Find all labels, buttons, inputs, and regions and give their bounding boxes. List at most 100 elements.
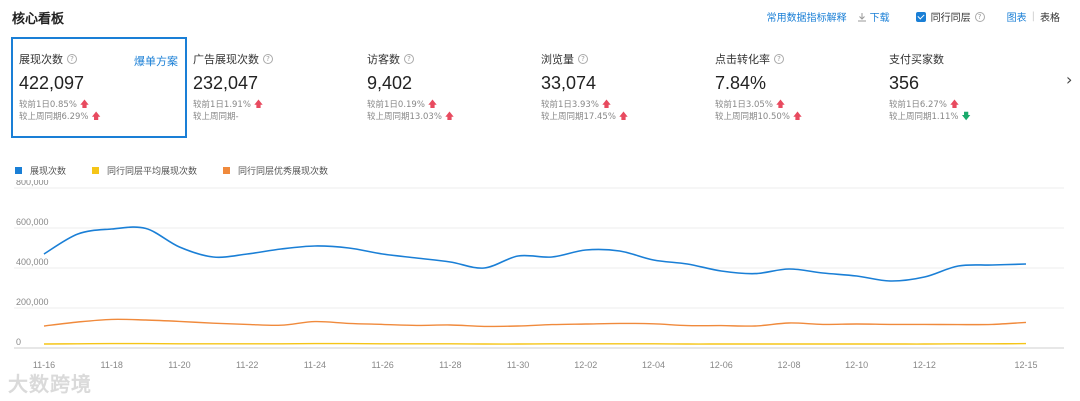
metric-card-impressions[interactable]: 展现次数? 爆单方案 422,097 较前1日0.85% 🡅 较上周同期6.29%… [11,37,187,138]
card-value: 33,074 [541,73,597,93]
card-value: 356 [889,73,920,93]
metric-cards: 展现次数? 爆单方案 422,097 较前1日0.85% 🡅 较上周同期6.29%… [11,37,1061,138]
x-tick-label: 11-20 [168,360,190,370]
legend-item[interactable]: 展现次数 [15,164,66,177]
card-label-text: 广告展现次数 [193,53,259,66]
compare-week: 较上周同期13.03% [367,112,442,122]
y-tick-label: 400,000 [16,257,49,267]
card-label: 展现次数? [19,51,185,67]
card-compare: 较前1日0.19% 🡅 较上周同期13.03% 🡅 [367,99,535,123]
x-tick-label: 12-10 [845,360,868,370]
compare-week: 较上周同期- [193,112,239,122]
arrow-up-icon: 🡅 [444,112,455,122]
card-label: 支付买家数 [889,51,1057,67]
help-icon[interactable]: ? [974,11,985,22]
peer-checkbox-label: 同行同层 [930,13,971,24]
y-tick-label: 0 [16,337,21,347]
y-tick-label: 800,000 [16,180,49,187]
x-tick-label: 11-16 [33,360,55,370]
y-tick-label: 200,000 [16,297,49,307]
card-compare: 较前1日6.27% 🡅 较上周同期1.11% 🡇 [889,99,1057,123]
view-toggle: 图表 | 表格 [1007,9,1060,24]
arrow-up-icon: 🡅 [618,112,629,122]
arrow-up-icon: 🡅 [91,112,101,122]
arrow-up-icon: 🡅 [775,100,786,110]
x-tick-label: 11-26 [371,360,393,370]
help-icon[interactable]: ? [404,54,414,64]
compare-week: 较上周同期6.29% [19,112,89,122]
card-value: 422,097 [19,73,85,93]
card-label-text: 访客数 [367,53,400,66]
x-tick-label: 11-24 [304,360,326,370]
y-tick-label: 600,000 [16,217,49,227]
legend-label: 同行同层优秀展现次数 [238,167,329,177]
card-compare: 较前1日3.05% 🡅 较上周同期10.50% 🡅 [715,99,883,123]
card-value: 9,402 [367,73,413,93]
help-icon[interactable]: ? [578,54,588,64]
card-label: 广告展现次数? [193,51,361,67]
legend-item[interactable]: 同行同层优秀展现次数 [223,164,328,177]
arrow-up-icon: 🡅 [792,112,803,122]
card-compare: 较前1日1.91% 🡅 较上周同期- [193,99,361,123]
help-icon[interactable]: ? [67,54,77,64]
arrow-down-icon: 🡇 [961,112,971,122]
watermark-logo: 大数跨境 [8,372,92,396]
series-line-2 [43,318,1027,328]
metric-card-visitors[interactable]: 访客数? 9,402 较前1日0.19% 🡅 较上周同期13.03% 🡅 [359,37,535,138]
card-label: 浏览量? [541,51,709,67]
divider: | [1031,11,1035,22]
page-title: 核心看板 [12,12,65,27]
x-tick-label: 11-28 [439,360,461,370]
peer-checkbox[interactable]: 同行同层 ? [915,9,985,24]
card-compare: 较前1日0.85% 🡅 较上周同期6.29% 🡅 [19,99,185,123]
chevron-right-icon[interactable]: › [1066,70,1073,89]
card-label-text: 点击转化率 [715,53,770,66]
metric-card-ad-impressions[interactable]: 广告展现次数? 232,047 较前1日1.91% 🡅 较上周同期- [185,37,361,138]
legend-item[interactable]: 同行同层平均展现次数 [92,164,197,177]
arrow-up-icon: 🡅 [601,100,612,110]
legend-swatch [15,167,22,174]
download-button[interactable]: 下载 [857,9,890,24]
compare-day: 较前1日3.93% [541,100,599,110]
view-table-button[interactable]: 表格 [1040,13,1060,24]
card-compare: 较前1日3.93% 🡅 较上周同期17.45% 🡅 [541,99,709,123]
download-label: 下载 [869,13,890,24]
boost-plan-link[interactable]: 爆单方案 [134,55,178,68]
compare-day: 较前1日3.05% [715,100,773,110]
view-chart-button[interactable]: 图表 [1006,13,1027,24]
legend-swatch [223,167,231,174]
compare-day: 较前1日1.91% [193,100,251,110]
x-tick-label: 11-30 [507,360,529,370]
card-label: 点击转化率? [715,51,883,67]
card-label: 访客数? [367,51,535,67]
card-label-text: 支付买家数 [889,53,944,66]
series-line-0 [43,226,1027,282]
compare-day: 较前1日0.19% [367,100,425,110]
x-tick-label: 12-02 [574,360,597,370]
metric-card-click-conversion[interactable]: 点击转化率? 7.84% 较前1日3.05% 🡅 较上周同期10.50% 🡅 [707,37,883,138]
x-tick-label: 11-18 [101,360,123,370]
compare-week: 较上周同期10.50% [715,112,790,122]
x-tick-label: 12-04 [642,360,665,370]
download-icon [857,12,866,21]
compare-week: 较上周同期1.11% [889,112,959,122]
x-tick-label: 12-15 [1014,360,1037,370]
compare-day: 较前1日0.85% [19,100,77,110]
arrow-up-icon: 🡅 [253,100,264,110]
arrow-up-icon: 🡅 [427,100,438,110]
header: 核心看板 常用数据指标解释 下载 同行同层 ? 图表 | 表格 [0,0,1080,30]
metric-explain-link[interactable]: 常用数据指标解释 [766,13,847,24]
card-value: 232,047 [193,73,259,93]
compare-week: 较上周同期17.45% [541,112,616,122]
compare-day: 较前1日6.27% [889,100,947,110]
card-value: 7.84% [715,73,767,93]
help-icon[interactable]: ? [774,54,784,64]
x-tick-label: 11-22 [236,360,258,370]
checkbox-checked-icon [915,11,926,22]
arrow-up-icon: 🡅 [949,100,960,110]
legend-label: 展现次数 [30,167,67,177]
x-tick-label: 12-12 [913,360,936,370]
metric-card-paying-buyers[interactable]: 支付买家数 356 较前1日6.27% 🡅 较上周同期1.11% 🡇 [881,37,1057,138]
help-icon[interactable]: ? [263,54,273,64]
metric-card-pageviews[interactable]: 浏览量? 33,074 较前1日3.93% 🡅 较上周同期17.45% 🡅 [533,37,709,138]
